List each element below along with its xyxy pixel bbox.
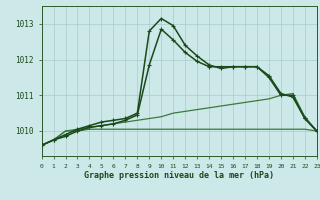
X-axis label: Graphe pression niveau de la mer (hPa): Graphe pression niveau de la mer (hPa) xyxy=(84,171,274,180)
